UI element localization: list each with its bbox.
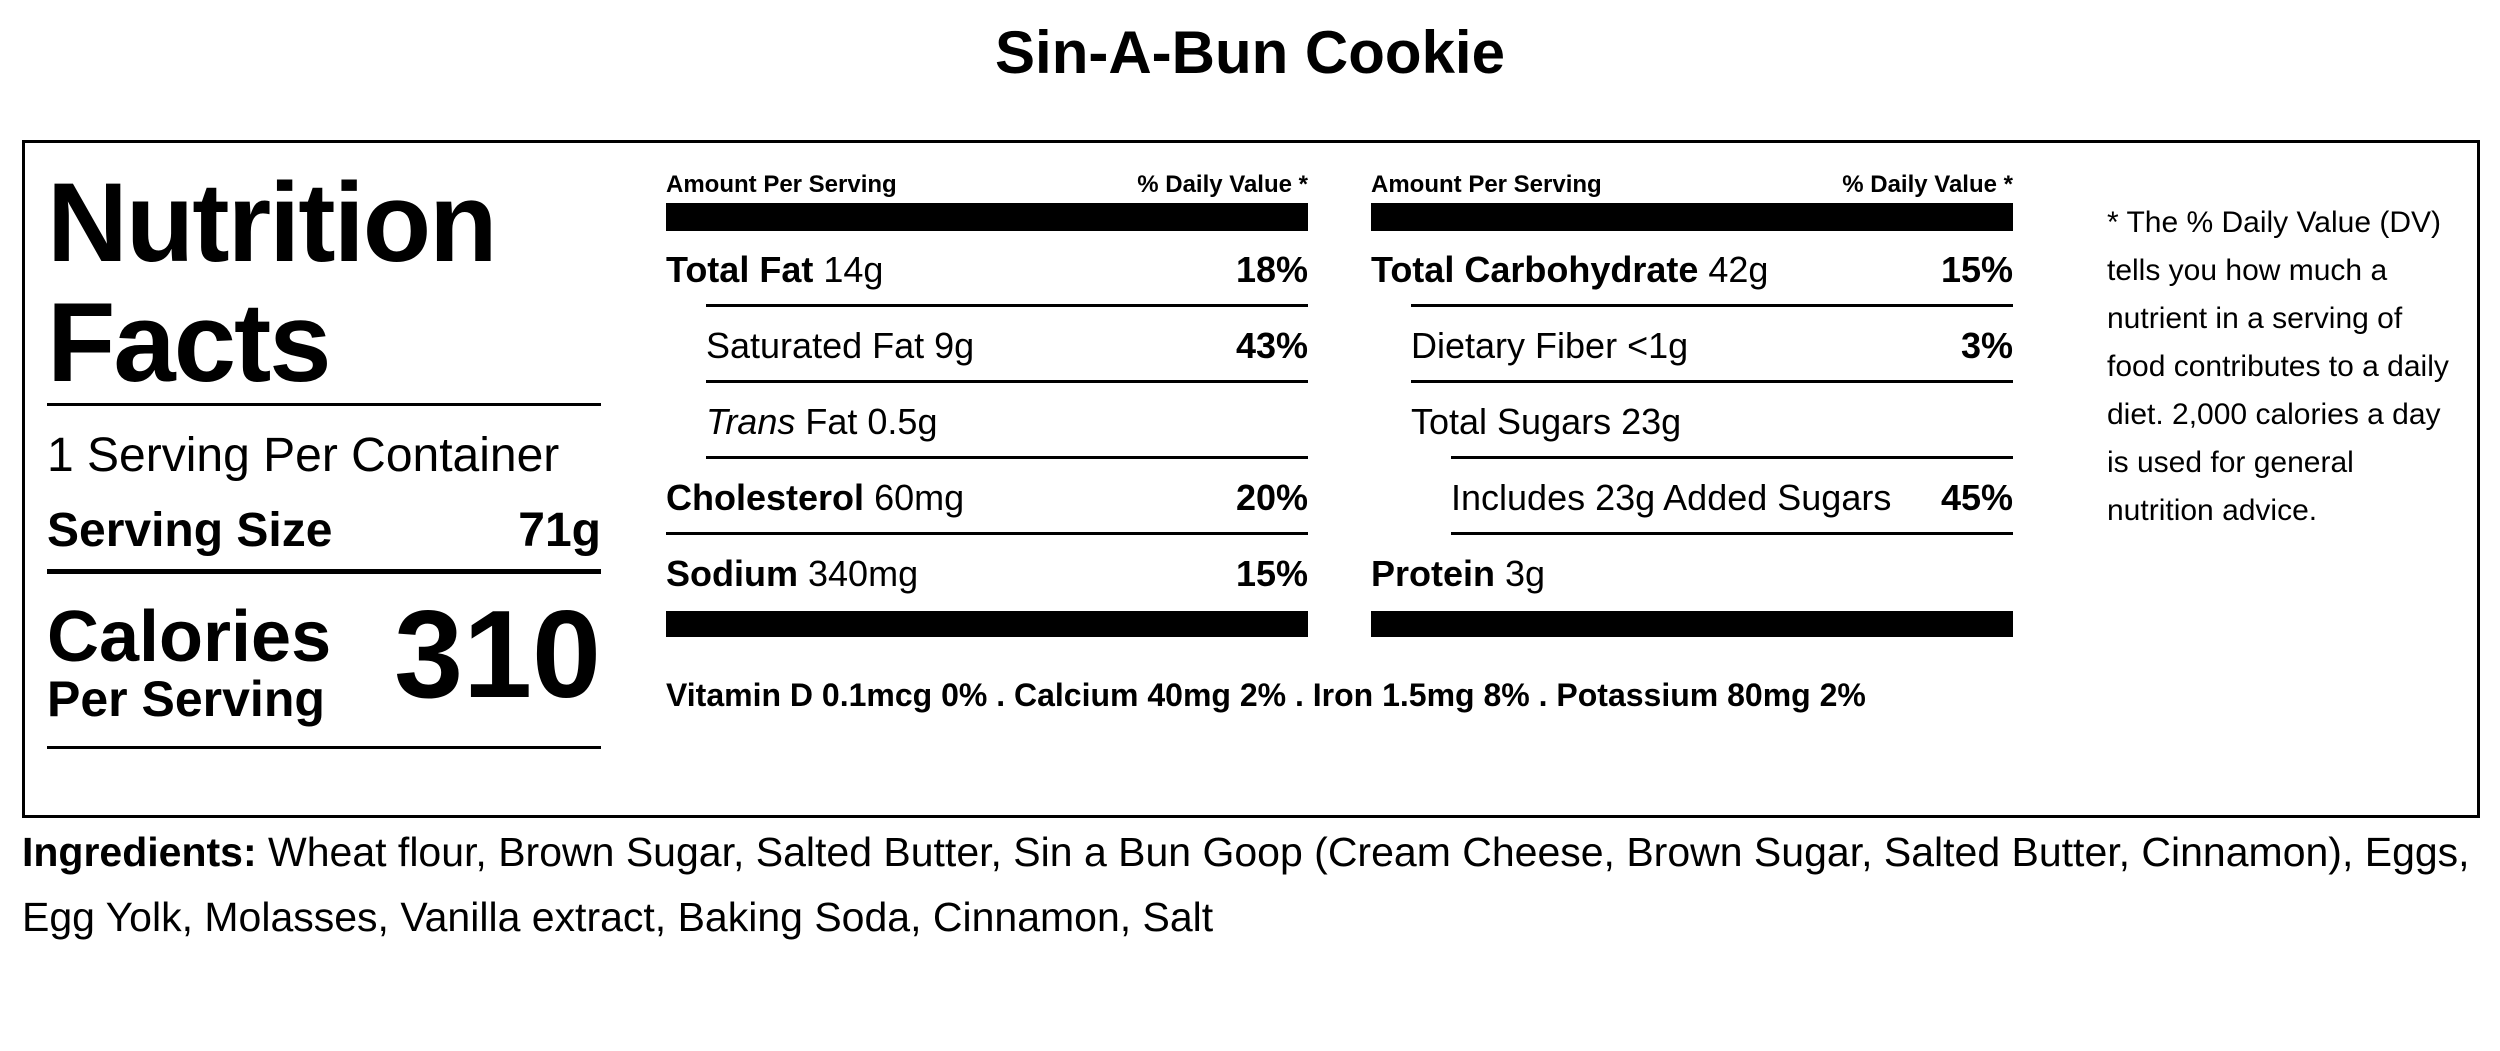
nutrient-amount: 9g [934,325,975,366]
separator: . [1538,677,1548,713]
row-rule [706,456,1308,459]
nutrient-name: Fat [805,401,858,442]
nutrient-name: Cholesterol [666,477,865,518]
label-box: Nutrition Facts 1 Serving Per Container … [22,140,2480,818]
daily-value: 3% [1960,325,2013,366]
vitamin-item: Vitamin D 0.1mcg 0% [666,677,988,713]
ingredients: Ingredients: Wheat flour, Brown Sugar, S… [22,820,2482,950]
serving-size-label: Serving Size [47,504,333,557]
nutrient-amount: 60mg [874,477,965,518]
row-rule [706,380,1308,383]
nutrient-row: Cholesterol 60mg [666,477,964,519]
nutrient-amount: <1g [1627,325,1689,366]
column-header: % Daily Value * [1137,171,1308,198]
column-header: % Daily Value * [1842,171,2013,198]
ingredients-text: Wheat flour, Brown Sugar, Salted Butter,… [22,829,2470,940]
nutrient-name: Saturated Fat [706,325,925,366]
footnote: * The % Daily Value (DV) tells you how m… [2107,206,2449,527]
nutrient-amount: 14g [823,249,884,290]
daily-value: 15% [1940,249,2013,290]
daily-value: 45% [1940,477,2013,518]
nutrient-prefix: Trans [706,401,796,442]
thick-bar [1371,203,2013,231]
nutrient-row: Total Sugars 23g [1411,401,1681,443]
daily-value: 43% [1235,325,1308,366]
nutrient-amount: 3g [1505,553,1546,594]
nutrient-name: Sodium [666,553,798,594]
row-rule [1411,304,2013,307]
daily-value: 18% [1235,249,1308,290]
nutrient-row: Trans Fat 0.5g [706,401,937,443]
servings: 1 Serving Per Container [47,429,560,482]
ingredients-label: Ingredients: [22,829,257,875]
daily-value: 15% [1235,553,1308,594]
nutrient-name: Total Carbohydrate [1371,249,1699,290]
calories-label: Calories [47,597,332,677]
nutrient-row: Dietary Fiber <1g [1411,325,1688,367]
row-rule [1451,532,2013,535]
column-header: Amount Per Serving [666,171,897,198]
row-rule [666,532,1308,535]
nutrient-name: Total Sugars [1411,401,1612,442]
row-rule [1451,456,2013,459]
nutrient-amount: 42g [1708,249,1769,290]
calories: 310 [394,586,601,724]
calories-sub: Per Serving [47,671,325,727]
nutrient-amount: 23g [1621,401,1682,442]
vitamins: Vitamin D 0.1mcg 0% . Calcium 40mg 2% . … [666,677,1866,714]
column-header: Amount Per Serving [1371,171,1602,198]
separator: . [1294,677,1304,713]
nutrient-row: Includes 23g Added Sugars [1451,477,1891,519]
nutrient-name: Protein [1371,553,1496,594]
nutrient-name: Includes 23g Added Sugars [1451,477,1892,518]
rule [47,403,601,406]
daily-value: 20% [1235,477,1308,518]
rule [47,569,601,574]
rule [47,746,601,749]
separator: . [996,677,1006,713]
serving-size: 71g [518,504,601,557]
vitamin-item: Iron 1.5mg 8% [1312,677,1530,713]
vitamin-item: Potassium 80mg 2% [1556,677,1866,713]
row-rule [706,304,1308,307]
heading: Nutrition [47,160,498,285]
nutrient-row: Total Fat 14g [666,249,883,291]
nutrient-row: Protein 3g [1371,553,1545,595]
thick-bar [666,611,1308,637]
nutrient-name: Total Fat [666,249,814,290]
thick-bar [1371,611,2013,637]
vitamin-item: Calcium 40mg 2% [1013,677,1287,713]
nutrient-name: Dietary Fiber [1411,325,1618,366]
thick-bar [666,203,1308,231]
title: Sin-A-Bun Cookie [995,19,1505,86]
nutrient-row: Sodium 340mg [666,553,918,595]
row-rule [1411,380,2013,383]
nutrient-amount: 340mg [808,553,919,594]
nutrient-row: Saturated Fat 9g [706,325,974,367]
nutrient-amount: 0.5g [867,401,938,442]
heading: Facts [47,280,332,405]
nutrient-row: Total Carbohydrate 42g [1371,249,1768,291]
